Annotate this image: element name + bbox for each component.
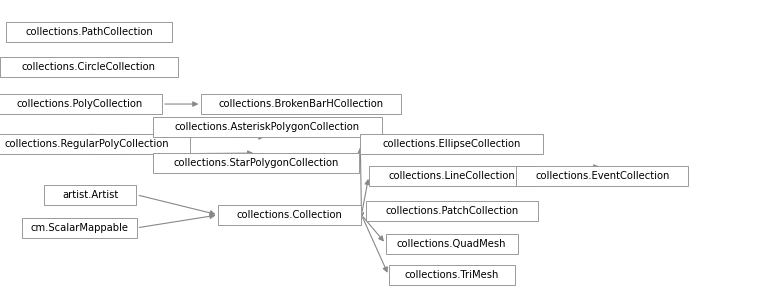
FancyBboxPatch shape [366,201,538,220]
Text: collections.PolyCollection: collections.PolyCollection [16,99,142,109]
Text: collections.StarPolygonCollection: collections.StarPolygonCollection [174,158,339,168]
FancyBboxPatch shape [0,94,162,114]
FancyBboxPatch shape [22,218,137,238]
Text: collections.LineCollection: collections.LineCollection [389,171,515,181]
FancyBboxPatch shape [45,185,137,205]
FancyBboxPatch shape [6,22,172,42]
FancyBboxPatch shape [389,266,515,285]
Text: collections.PatchCollection: collections.PatchCollection [385,206,518,216]
Text: collections.Collection: collections.Collection [237,210,343,220]
FancyBboxPatch shape [218,205,362,225]
FancyBboxPatch shape [517,166,688,186]
Text: collections.EllipseCollection: collections.EllipseCollection [382,140,521,149]
FancyBboxPatch shape [369,166,535,186]
Text: artist.Artist: artist.Artist [62,190,118,200]
Text: collections.EventCollection: collections.EventCollection [535,171,670,181]
FancyBboxPatch shape [360,134,543,154]
Text: collections.TriMesh: collections.TriMesh [405,270,499,280]
FancyBboxPatch shape [201,94,401,114]
Text: collections.RegularPolyCollection: collections.RegularPolyCollection [5,140,169,149]
FancyBboxPatch shape [386,234,518,254]
FancyBboxPatch shape [154,153,359,173]
Text: collections.CircleCollection: collections.CircleCollection [22,61,156,72]
Text: collections.AsteriskPolygonCollection: collections.AsteriskPolygonCollection [175,122,360,132]
FancyBboxPatch shape [153,117,382,137]
Text: collections.QuadMesh: collections.QuadMesh [397,239,506,249]
Text: cm.ScalarMappable: cm.ScalarMappable [30,223,128,233]
Text: collections.PathCollection: collections.PathCollection [25,27,153,37]
FancyBboxPatch shape [0,134,190,154]
Text: collections.BrokenBarHCollection: collections.BrokenBarHCollection [219,99,384,109]
FancyBboxPatch shape [0,57,177,76]
